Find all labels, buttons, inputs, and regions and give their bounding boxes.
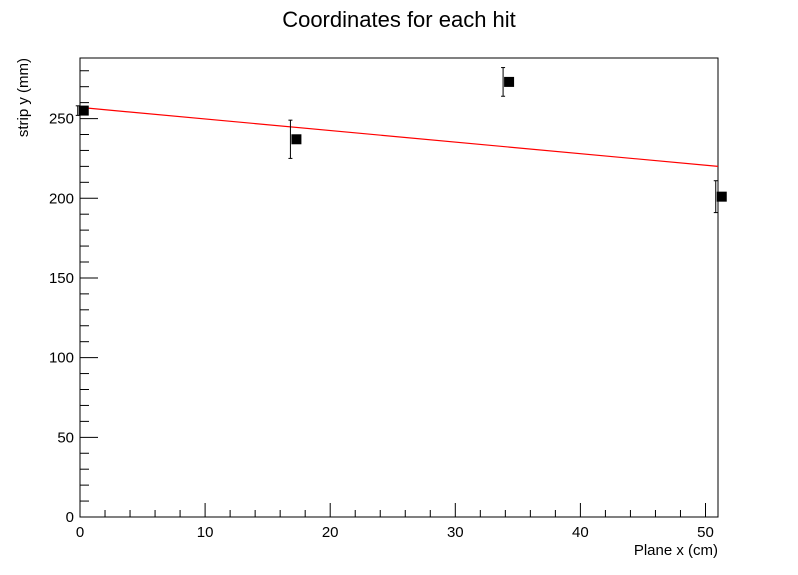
data-point: [713, 180, 727, 214]
x-tick-label: 50: [697, 524, 714, 541]
axis-ticks: 0 10 20 30 40 50 0 50 100 150 200 250: [49, 70, 714, 541]
x-axis-label: Plane x (cm): [634, 542, 718, 559]
y-axis-label: strip y (mm): [15, 58, 32, 137]
point-marker: [291, 134, 302, 145]
data-point: [501, 67, 515, 97]
x-tick-label: 30: [447, 524, 464, 541]
point-marker: [78, 105, 89, 116]
points-layer: [75, 67, 727, 214]
y-tick-label: 250: [49, 111, 74, 128]
x-tick-label: 40: [572, 524, 589, 541]
fit-layer: [79, 106, 719, 167]
plot-frame: [79, 57, 719, 518]
chart-title: Coordinates for each hit: [282, 7, 516, 32]
y-tick-label: 0: [66, 509, 74, 526]
y-tick-label: 150: [49, 270, 74, 287]
point-marker: [716, 191, 727, 202]
x-tick-label: 20: [322, 524, 339, 541]
x-tick-label: 0: [76, 524, 84, 541]
fit-line: [79, 106, 719, 167]
data-point: [288, 119, 302, 159]
x-tick-label: 10: [197, 524, 214, 541]
y-tick-label: 50: [57, 429, 74, 446]
data-point: [75, 105, 89, 116]
y-tick-label: 200: [49, 190, 74, 207]
y-tick-label: 100: [49, 350, 74, 367]
point-marker: [504, 76, 515, 87]
